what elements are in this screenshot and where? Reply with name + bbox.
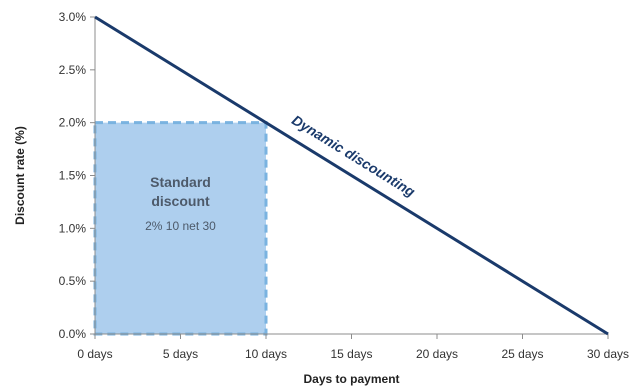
- y-tick-label: 0.5%: [59, 274, 87, 288]
- x-tick-label: 30 days: [587, 347, 629, 361]
- y-tick-label: 1.5%: [59, 169, 87, 183]
- region-subtitle: 2% 10 net 30: [145, 219, 216, 233]
- x-tick-label: 25 days: [501, 347, 543, 361]
- x-axis-title: Days to payment: [303, 372, 399, 386]
- axes: [90, 16, 609, 339]
- x-tick-label: 5 days: [163, 347, 198, 361]
- series-layer: [94, 15, 609, 336]
- y-tick-label: 0.0%: [59, 327, 87, 341]
- y-tick-label: 3.0%: [59, 10, 87, 24]
- y-axis-title: Discount rate (%): [13, 126, 27, 225]
- standard-discount-region: [93, 121, 268, 336]
- series-label: Dynamic discounting: [289, 112, 418, 200]
- region-title: Standard: [150, 174, 211, 190]
- y-tick-labels: 0.0% 0.5% 1.0% 1.5% 2.0% 2.5% 3.0%: [59, 10, 87, 341]
- y-tick-label: 2.5%: [59, 63, 87, 77]
- y-tick-label: 1.0%: [59, 221, 87, 235]
- x-tick-label: 15 days: [330, 347, 372, 361]
- x-tick-labels: 0 days 5 days 10 days 15 days 20 days 25 days…: [77, 347, 629, 361]
- y-tick-label: 2.0%: [59, 116, 87, 130]
- region-title-line-2: discount: [151, 193, 210, 209]
- x-tick-label: 20 days: [416, 347, 458, 361]
- x-tick-label: 10 days: [245, 347, 287, 361]
- dynamic-discounting-line: [94, 15, 609, 336]
- standard-discount-box: [93, 121, 268, 336]
- x-tick-label: 0 days: [77, 347, 112, 361]
